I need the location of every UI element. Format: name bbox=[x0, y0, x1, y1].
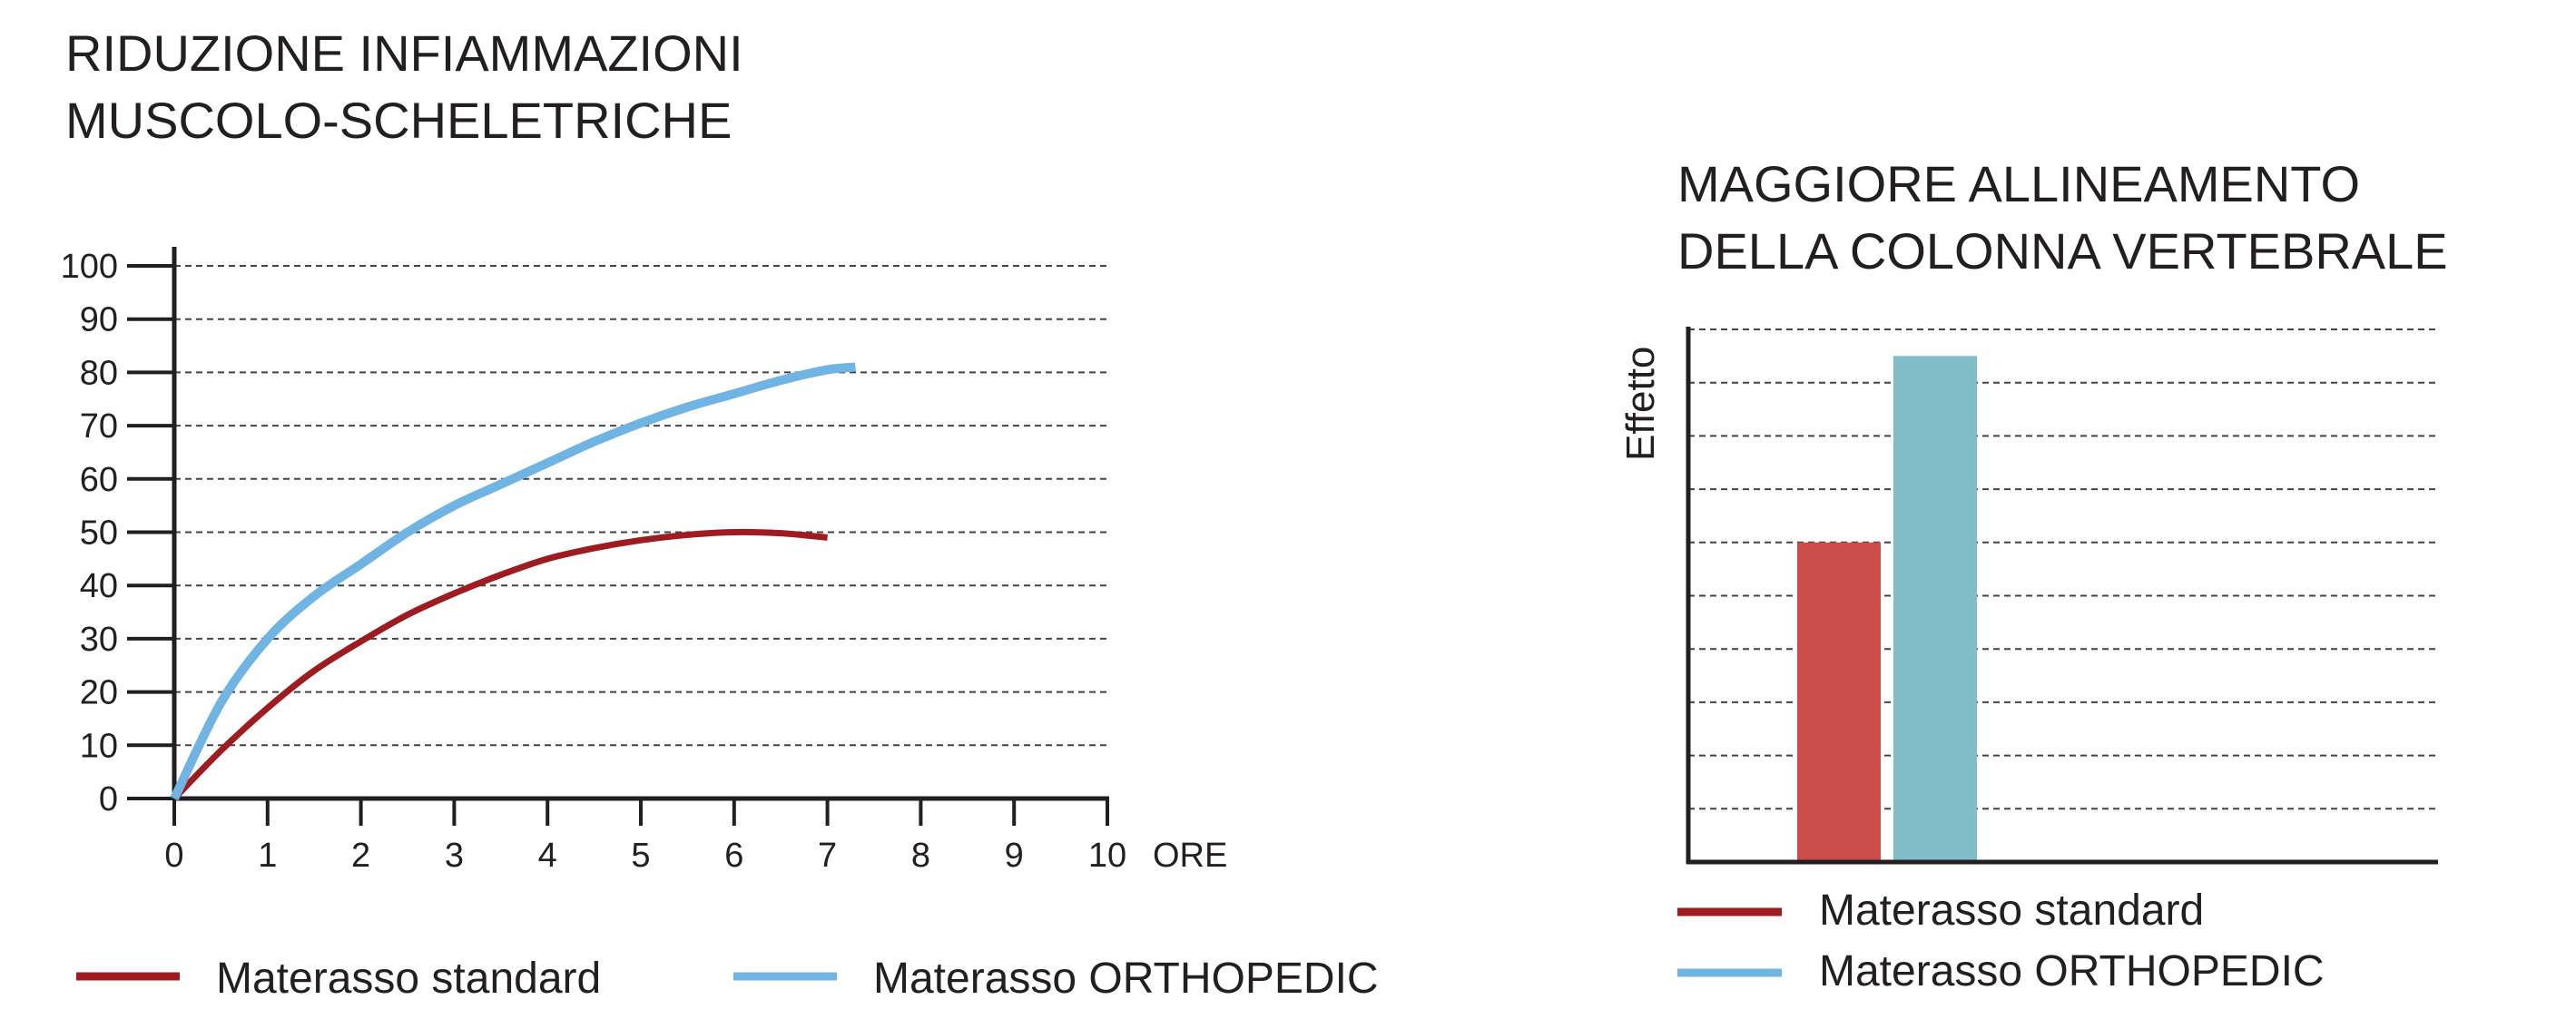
line-chart-title-line-2: MUSCOLO-SCHELETRICHE bbox=[65, 92, 732, 149]
x-tick-label: 2 bbox=[351, 837, 370, 875]
line-chart-title: RIDUZIONE INFIAMMAZIONI MUSCOLO-SCHELETR… bbox=[65, 20, 743, 154]
y-tick-label: 0 bbox=[99, 780, 118, 818]
x-tick-label: 7 bbox=[818, 837, 837, 875]
x-tick-label: 4 bbox=[538, 837, 557, 875]
x-tick-label: 3 bbox=[445, 837, 464, 875]
bar-2 bbox=[1893, 356, 1977, 863]
series-line-2 bbox=[170, 362, 856, 801]
legend-label-2: Materasso ORTHOPEDIC bbox=[873, 955, 1379, 1003]
y-tick-label: 30 bbox=[80, 621, 118, 659]
y-tick-label: 40 bbox=[80, 567, 118, 605]
y-tick-label: 20 bbox=[80, 674, 118, 712]
y-tick-label: 10 bbox=[80, 727, 118, 765]
series-line-1 bbox=[172, 528, 828, 801]
x-tick-label: 10 bbox=[1088, 837, 1126, 875]
bar-chart-title-line-1: MAGGIORE ALLINEAMENTO bbox=[1677, 155, 2361, 212]
y-tick-label: 60 bbox=[80, 461, 118, 499]
bar-chart: Effetto Materasso standard Materasso ORTHO… bbox=[1618, 327, 2438, 995]
bar-1 bbox=[1797, 542, 1881, 862]
y-tick-label: 80 bbox=[80, 354, 118, 392]
bar-y-axis-title: Effetto bbox=[1618, 347, 1663, 461]
x-tick-label: 9 bbox=[1005, 837, 1024, 875]
y-tick-label: 100 bbox=[61, 248, 118, 286]
line-chart: 0 10 20 30 40 50 60 70 80 90 100 0 1 2 3 4 5 6 7 8 9 10 ORE Mat… bbox=[61, 247, 1379, 1003]
bar-chart-title: MAGGIORE ALLINEAMENTO DELLA COLONNA VERT… bbox=[1677, 151, 2448, 285]
y-tick-label: 90 bbox=[80, 301, 118, 339]
y-tick-label: 50 bbox=[80, 514, 118, 553]
bar-legend-label-2: Materasso ORTHOPEDIC bbox=[1819, 947, 2325, 995]
x-tick-label: 8 bbox=[911, 837, 930, 875]
x-tick-label: 1 bbox=[258, 837, 277, 875]
y-tick-label: 70 bbox=[80, 407, 118, 446]
x-tick-label: 0 bbox=[164, 837, 183, 875]
legend-label-1: Materasso standard bbox=[216, 955, 601, 1003]
x-tick-label: 5 bbox=[631, 837, 650, 875]
line-chart-title-line-1: RIDUZIONE INFIAMMAZIONI bbox=[65, 24, 743, 82]
x-tick-label: 6 bbox=[724, 837, 743, 875]
x-axis-title: ORE bbox=[1153, 837, 1227, 875]
bar-legend-label-1: Materasso standard bbox=[1819, 887, 2204, 935]
bar-chart-title-line-2: DELLA COLONNA VERTEBRALE bbox=[1677, 222, 2448, 279]
